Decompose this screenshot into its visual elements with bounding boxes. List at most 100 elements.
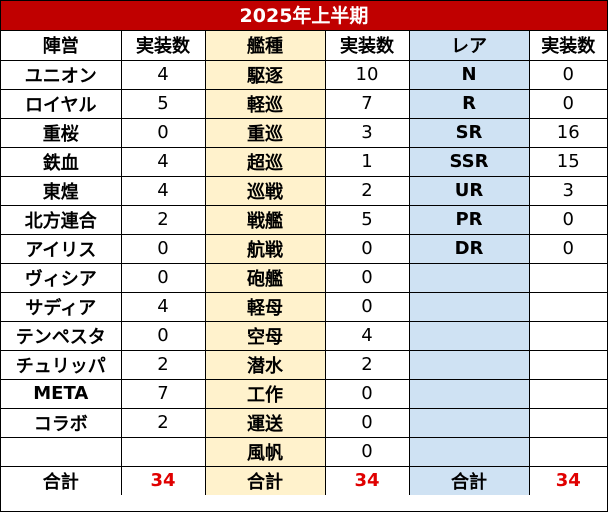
- faction-count-cell[interactable]: 0: [120, 262, 206, 293]
- shiptype-count-cell[interactable]: 0: [324, 291, 410, 322]
- shiptype-cell[interactable]: 工作: [204, 378, 326, 409]
- total-label-rarity[interactable]: 合計: [408, 465, 530, 495]
- rarity-cell[interactable]: [408, 378, 530, 409]
- header-shiptype-count[interactable]: 実装数: [324, 31, 410, 61]
- shiptype-cell[interactable]: 軽母: [204, 291, 326, 322]
- header-rarity-count[interactable]: 実装数: [528, 31, 607, 61]
- header-faction-count[interactable]: 実装数: [120, 31, 206, 61]
- rarity-count-cell[interactable]: 16: [528, 117, 607, 148]
- rarity-count-cell[interactable]: [528, 262, 607, 293]
- shiptype-cell[interactable]: 航戦: [204, 233, 326, 264]
- faction-cell[interactable]: チュリッパ: [1, 349, 122, 380]
- faction-cell[interactable]: [1, 436, 122, 467]
- rarity-count-cell[interactable]: 0: [528, 59, 607, 90]
- shiptype-cell[interactable]: 運送: [204, 407, 326, 438]
- faction-cell[interactable]: ユニオン: [1, 59, 122, 90]
- rarity-cell[interactable]: [408, 320, 530, 351]
- rarity-cell[interactable]: PR: [408, 204, 530, 235]
- shiptype-count-cell[interactable]: 1: [324, 146, 410, 177]
- faction-count-cell[interactable]: 2: [120, 407, 206, 438]
- faction-cell[interactable]: コラボ: [1, 407, 122, 438]
- rarity-count-cell[interactable]: 15: [528, 146, 607, 177]
- rarity-count-cell[interactable]: 0: [528, 88, 607, 119]
- shiptype-count-cell[interactable]: 0: [324, 378, 410, 409]
- faction-cell[interactable]: ロイヤル: [1, 88, 122, 119]
- rarity-cell[interactable]: SSR: [408, 146, 530, 177]
- rarity-count-cell[interactable]: [528, 407, 607, 438]
- shiptype-cell[interactable]: 戦艦: [204, 204, 326, 235]
- shiptype-cell[interactable]: 重巡: [204, 117, 326, 148]
- faction-cell[interactable]: 鉄血: [1, 146, 122, 177]
- rarity-count-cell[interactable]: 0: [528, 233, 607, 264]
- shiptype-cell[interactable]: 巡戦: [204, 175, 326, 206]
- rarity-cell[interactable]: UR: [408, 175, 530, 206]
- shiptype-count-cell[interactable]: 0: [324, 262, 410, 293]
- rarity-cell[interactable]: [408, 349, 530, 380]
- rarity-count-cell[interactable]: [528, 349, 607, 380]
- rarity-cell[interactable]: [408, 436, 530, 467]
- header-rarity[interactable]: レア: [408, 31, 530, 61]
- faction-count-cell[interactable]: 4: [120, 291, 206, 322]
- total-label-faction[interactable]: 合計: [1, 465, 122, 495]
- shiptype-count-cell[interactable]: 0: [324, 407, 410, 438]
- shiptype-count-cell[interactable]: 5: [324, 204, 410, 235]
- faction-cell[interactable]: アイリス: [1, 233, 122, 264]
- header-shiptype[interactable]: 艦種: [204, 31, 326, 61]
- faction-cell[interactable]: 北方連合: [1, 204, 122, 235]
- table-row: テンペスタ 0 空母 4: [1, 320, 607, 351]
- shiptype-count-cell[interactable]: 4: [324, 320, 410, 351]
- shiptype-count-cell[interactable]: 2: [324, 349, 410, 380]
- header-faction[interactable]: 陣営: [1, 31, 122, 61]
- rarity-cell[interactable]: N: [408, 59, 530, 90]
- faction-cell[interactable]: 重桜: [1, 117, 122, 148]
- faction-count-cell[interactable]: 0: [120, 320, 206, 351]
- faction-count-cell[interactable]: 0: [120, 233, 206, 264]
- faction-cell[interactable]: テンペスタ: [1, 320, 122, 351]
- shiptype-cell[interactable]: 空母: [204, 320, 326, 351]
- faction-count-cell[interactable]: 2: [120, 349, 206, 380]
- faction-cell[interactable]: META: [1, 378, 122, 409]
- rarity-cell[interactable]: R: [408, 88, 530, 119]
- shiptype-cell[interactable]: 超巡: [204, 146, 326, 177]
- faction-cell[interactable]: サディア: [1, 291, 122, 322]
- totals-row: 合計 34 合計 34 合計 34: [1, 465, 607, 495]
- shiptype-count-cell[interactable]: 0: [324, 233, 410, 264]
- shiptype-count-cell[interactable]: 10: [324, 59, 410, 90]
- shiptype-count-cell[interactable]: 7: [324, 88, 410, 119]
- rarity-count-cell[interactable]: 3: [528, 175, 607, 206]
- rarity-count-cell[interactable]: 0: [528, 204, 607, 235]
- rarity-cell[interactable]: [408, 407, 530, 438]
- shiptype-cell[interactable]: 風帆: [204, 436, 326, 467]
- faction-cell[interactable]: ヴィシア: [1, 262, 122, 293]
- faction-count-cell[interactable]: 4: [120, 59, 206, 90]
- faction-count-cell[interactable]: [120, 436, 206, 467]
- total-shiptype-value[interactable]: 34: [324, 465, 410, 495]
- rarity-cell[interactable]: [408, 291, 530, 322]
- shiptype-count-cell[interactable]: 2: [324, 175, 410, 206]
- faction-cell[interactable]: 東煌: [1, 175, 122, 206]
- rarity-count-cell[interactable]: [528, 320, 607, 351]
- faction-count-cell[interactable]: 5: [120, 88, 206, 119]
- faction-count-cell[interactable]: 4: [120, 146, 206, 177]
- total-label-shiptype[interactable]: 合計: [204, 465, 326, 495]
- rarity-count-cell[interactable]: [528, 291, 607, 322]
- faction-count-cell[interactable]: 2: [120, 204, 206, 235]
- shiptype-count-cell[interactable]: 3: [324, 117, 410, 148]
- table-row: ヴィシア 0 砲艦 0: [1, 262, 607, 293]
- rarity-cell[interactable]: SR: [408, 117, 530, 148]
- faction-count-cell[interactable]: 7: [120, 378, 206, 409]
- rarity-cell[interactable]: DR: [408, 233, 530, 264]
- shiptype-cell[interactable]: 砲艦: [204, 262, 326, 293]
- rarity-count-cell[interactable]: [528, 436, 607, 467]
- shiptype-count-cell[interactable]: 0: [324, 436, 410, 467]
- rarity-cell[interactable]: [408, 262, 530, 293]
- faction-count-cell[interactable]: 4: [120, 175, 206, 206]
- shiptype-cell[interactable]: 軽巡: [204, 88, 326, 119]
- table-row: チュリッパ 2 潜水 2: [1, 349, 607, 380]
- total-faction-value[interactable]: 34: [120, 465, 206, 495]
- shiptype-cell[interactable]: 駆逐: [204, 59, 326, 90]
- total-rarity-value[interactable]: 34: [528, 465, 607, 495]
- shiptype-cell[interactable]: 潜水: [204, 349, 326, 380]
- faction-count-cell[interactable]: 0: [120, 117, 206, 148]
- rarity-count-cell[interactable]: [528, 378, 607, 409]
